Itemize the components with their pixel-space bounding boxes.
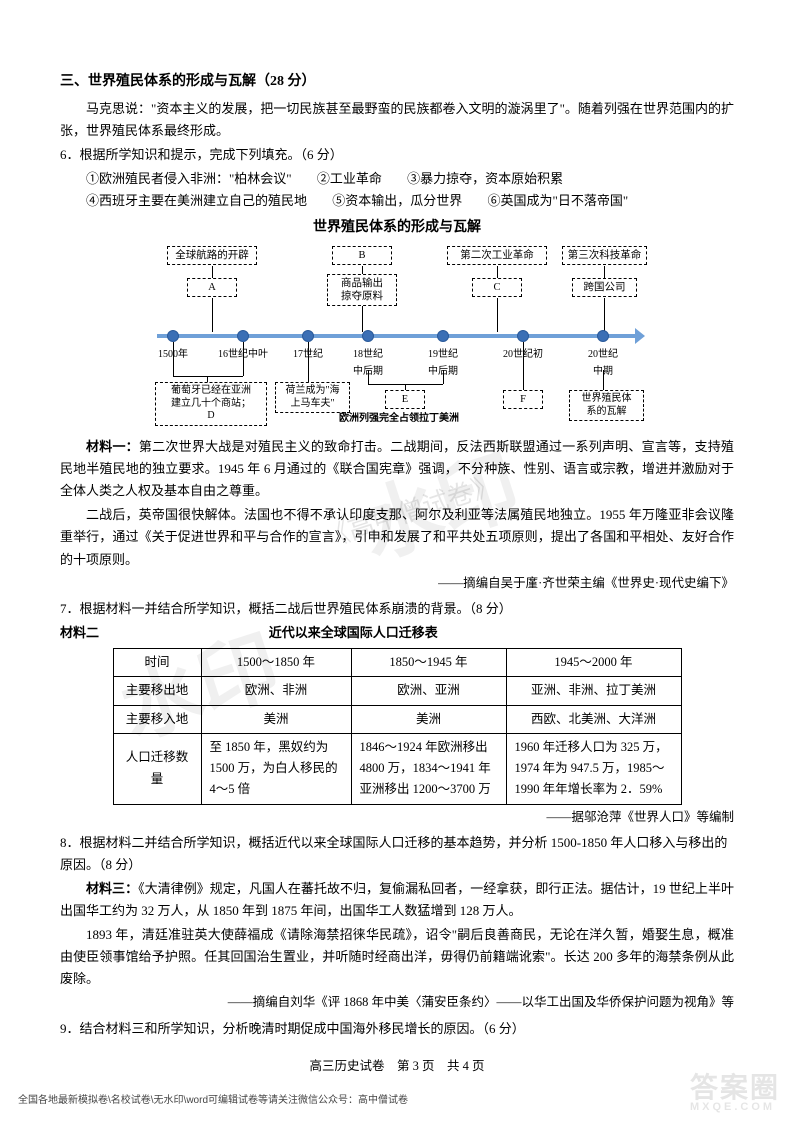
bottom-box-2: 荷兰成为"海 上马车夫" xyxy=(275,382,350,413)
corner-wm-sub: MXQE.COM xyxy=(690,1102,780,1113)
tl-node xyxy=(237,330,249,342)
top-box-3: 第二次工业革命 xyxy=(447,246,547,265)
conn xyxy=(368,370,369,384)
table-row: 人口迁移数量 至 1850 年，黑奴约为 1500 万，为白人移民的 4～5 倍… xyxy=(113,733,681,804)
tl-node xyxy=(517,330,529,342)
cell: 至 1850 年，黑奴约为 1500 万，为白人移民的 4～5 倍 xyxy=(201,733,351,804)
table-row: 主要移入地 美洲 美洲 西欧、北美洲、大洋洲 xyxy=(113,705,681,733)
mat1-source: ——摘编自吴于廑·齐世荣主编《世界史·现代史编下》 xyxy=(60,573,734,594)
bottom-box-1: 葡萄牙已经在亚洲 建立几十个商站； D xyxy=(155,382,267,426)
tl-node xyxy=(597,330,609,342)
mat1-p1-text: 第二次世界大战是对殖民主义的致命打击。二战期间，反法西斯联盟通过一系列声明、宣言… xyxy=(60,439,734,498)
opt-4: ④西班牙主要在美洲建立自己的殖民地 xyxy=(86,190,307,212)
conn xyxy=(523,342,524,390)
th-1: 1500～1850 年 xyxy=(201,649,351,677)
mat3-p1-text: 《大清律例》规定，凡国人在蕃托故不归，复偷漏私回者，一经拿获，即行正法。据估计，… xyxy=(60,881,734,918)
conn xyxy=(173,342,174,376)
mat2-table-title: 近代以来全球国际人口迁移表 xyxy=(143,622,563,644)
material-3-p2: 1893 年，清廷准驻英大使薛福成《请除海禁招徕华民疏》，诏令"嗣后良善商民，无… xyxy=(60,924,734,990)
conn xyxy=(497,266,498,278)
cell: 美洲 xyxy=(201,705,351,733)
mat1-label: 材料一： xyxy=(86,439,139,454)
mat2-label: 材料二 xyxy=(60,622,140,644)
conn xyxy=(212,298,213,332)
conn xyxy=(604,298,605,332)
diagram-title: 世界殖民体系的形成与瓦解 xyxy=(60,216,734,240)
tl-node xyxy=(437,330,449,342)
cell: 1846～1924 年欧洲移出 4800 万，1834～1941 年亚洲移出 1… xyxy=(351,733,506,804)
question-7: 7．根据材料一并结合所学知识，概括二战后世界殖民体系崩溃的背景。（8 分） xyxy=(60,598,734,620)
conn xyxy=(173,376,243,377)
opt-6: ⑥英国成为"日不落帝国" xyxy=(488,190,629,212)
mat3-source: ——摘编自刘华《评 1868 年中美〈蒲安臣条约〉——以华工出国及华侨保护问题为… xyxy=(60,992,734,1013)
question-6: 6．根据所学知识和提示，完成下列填充。（6 分） xyxy=(60,144,734,166)
conn xyxy=(497,298,498,332)
cell: 亚洲、非洲、拉丁美洲 xyxy=(506,677,681,705)
timeline-arrow xyxy=(635,328,645,344)
table-row: 主要移出地 欧洲、非洲 欧洲、亚洲 亚洲、非洲、拉丁美洲 xyxy=(113,677,681,705)
conn xyxy=(212,266,213,278)
th-2: 1850～1945 年 xyxy=(351,649,506,677)
top-box-4: 第三次科技革命 xyxy=(562,246,647,265)
page-footer: 高三历史试卷 第 3 页 共 4 页 xyxy=(0,1056,794,1077)
th-3: 1945～2000 年 xyxy=(506,649,681,677)
material-1-p2: 二战后，英帝国很快解体。法国也不得不承认印度支那、阿尔及利亚等法属殖民地独立。1… xyxy=(60,504,734,570)
opt-3: ③暴力掠夺，资本原始积累 xyxy=(407,168,563,190)
bottom-box-F: F xyxy=(503,390,543,409)
section-title: 三、世界殖民体系的形成与瓦解（28 分） xyxy=(60,70,734,94)
timeline-line xyxy=(157,334,637,338)
q6-options: ①欧洲殖民者侵入非洲："柏林会议" ②工业革命 ③暴力掠夺，资本原始积累 ④西班… xyxy=(60,168,734,212)
conn xyxy=(362,266,363,274)
top-box-1: 全球航路的开辟 xyxy=(167,246,257,265)
table-header-row: 时间 1500～1850 年 1850～1945 年 1945～2000 年 xyxy=(113,649,681,677)
cell: 欧洲、亚洲 xyxy=(351,677,506,705)
tl-node xyxy=(362,330,374,342)
cell: 主要移入地 xyxy=(113,705,201,733)
question-8: 8．根据材料二并结合所学知识，概括近代以来全球国际人口迁移的基本趋势，并分析 1… xyxy=(60,832,734,876)
material-3-p1: 材料三：《大清律例》规定，凡国人在蕃托故不归，复偷漏私回者，一经拿获，即行正法。… xyxy=(60,878,734,922)
bottom-box-E: E xyxy=(385,390,425,409)
bottom-box-5: 世界殖民体 系的瓦解 xyxy=(569,390,644,421)
cell: 欧洲、非洲 xyxy=(201,677,351,705)
th-0: 时间 xyxy=(113,649,201,677)
opt-5: ⑤资本输出，瓜分世界 xyxy=(332,190,462,212)
sub-A: A xyxy=(187,278,237,297)
tl-node xyxy=(167,330,179,342)
mat2-source: ——据邬沧萍《世界人口》等编制 xyxy=(60,807,734,828)
corner-watermark: 答案圈 MXQE.COM xyxy=(690,1074,780,1113)
material-2-label-row: 材料二 近代以来全球国际人口迁移表 xyxy=(60,622,734,644)
opt-2: ②工业革命 xyxy=(317,168,382,190)
conn xyxy=(243,342,244,376)
conn xyxy=(604,266,605,278)
cell: 美洲 xyxy=(351,705,506,733)
sub-C: C xyxy=(472,278,522,297)
bottom-E-sub: 欧洲列强完全占领拉丁美洲 xyxy=(339,410,459,427)
tl-node xyxy=(302,330,314,342)
timeline-diagram: 全球航路的开辟 B 第二次工业革命 第三次科技革命 A 商品输出 掠夺原料 C … xyxy=(147,246,647,426)
cell: 主要移出地 xyxy=(113,677,201,705)
conn xyxy=(308,342,309,382)
conn xyxy=(362,306,363,332)
top-box-B: B xyxy=(332,246,392,265)
opt-1: ①欧洲殖民者侵入非洲："柏林会议" xyxy=(86,168,292,190)
mat3-label: 材料三： xyxy=(86,881,138,896)
sub-right: 跨国公司 xyxy=(572,278,637,297)
question-9: 9．结合材料三和所学知识，分析晚清时期促成中国海外移民增长的原因。（6 分） xyxy=(60,1018,734,1040)
sub-mid: 商品输出 掠夺原料 xyxy=(327,274,397,306)
material-1-p1: 材料一：第二次世界大战是对殖民主义的致命打击。二战期间，反法西斯联盟通过一系列声… xyxy=(60,436,734,502)
tiny-footer: 全国各地最新模拟卷\名校试卷\无水印\word可编辑试卷等请关注微信公众号：高中… xyxy=(18,1092,408,1109)
cell: 人口迁移数量 xyxy=(113,733,201,804)
cell: 西欧、北美洲、大洋洲 xyxy=(506,705,681,733)
cell: 1960 年迁移人口为 325 万，1974 年为 947.5 万，1985～1… xyxy=(506,733,681,804)
conn xyxy=(603,370,604,390)
intro-paragraph: 马克思说："资本主义的发展，把一切民族甚至最野蛮的民族都卷入文明的漩涡里了"。随… xyxy=(60,98,734,142)
migration-table: 时间 1500～1850 年 1850～1945 年 1945～2000 年 主… xyxy=(113,648,682,805)
conn xyxy=(443,370,444,384)
